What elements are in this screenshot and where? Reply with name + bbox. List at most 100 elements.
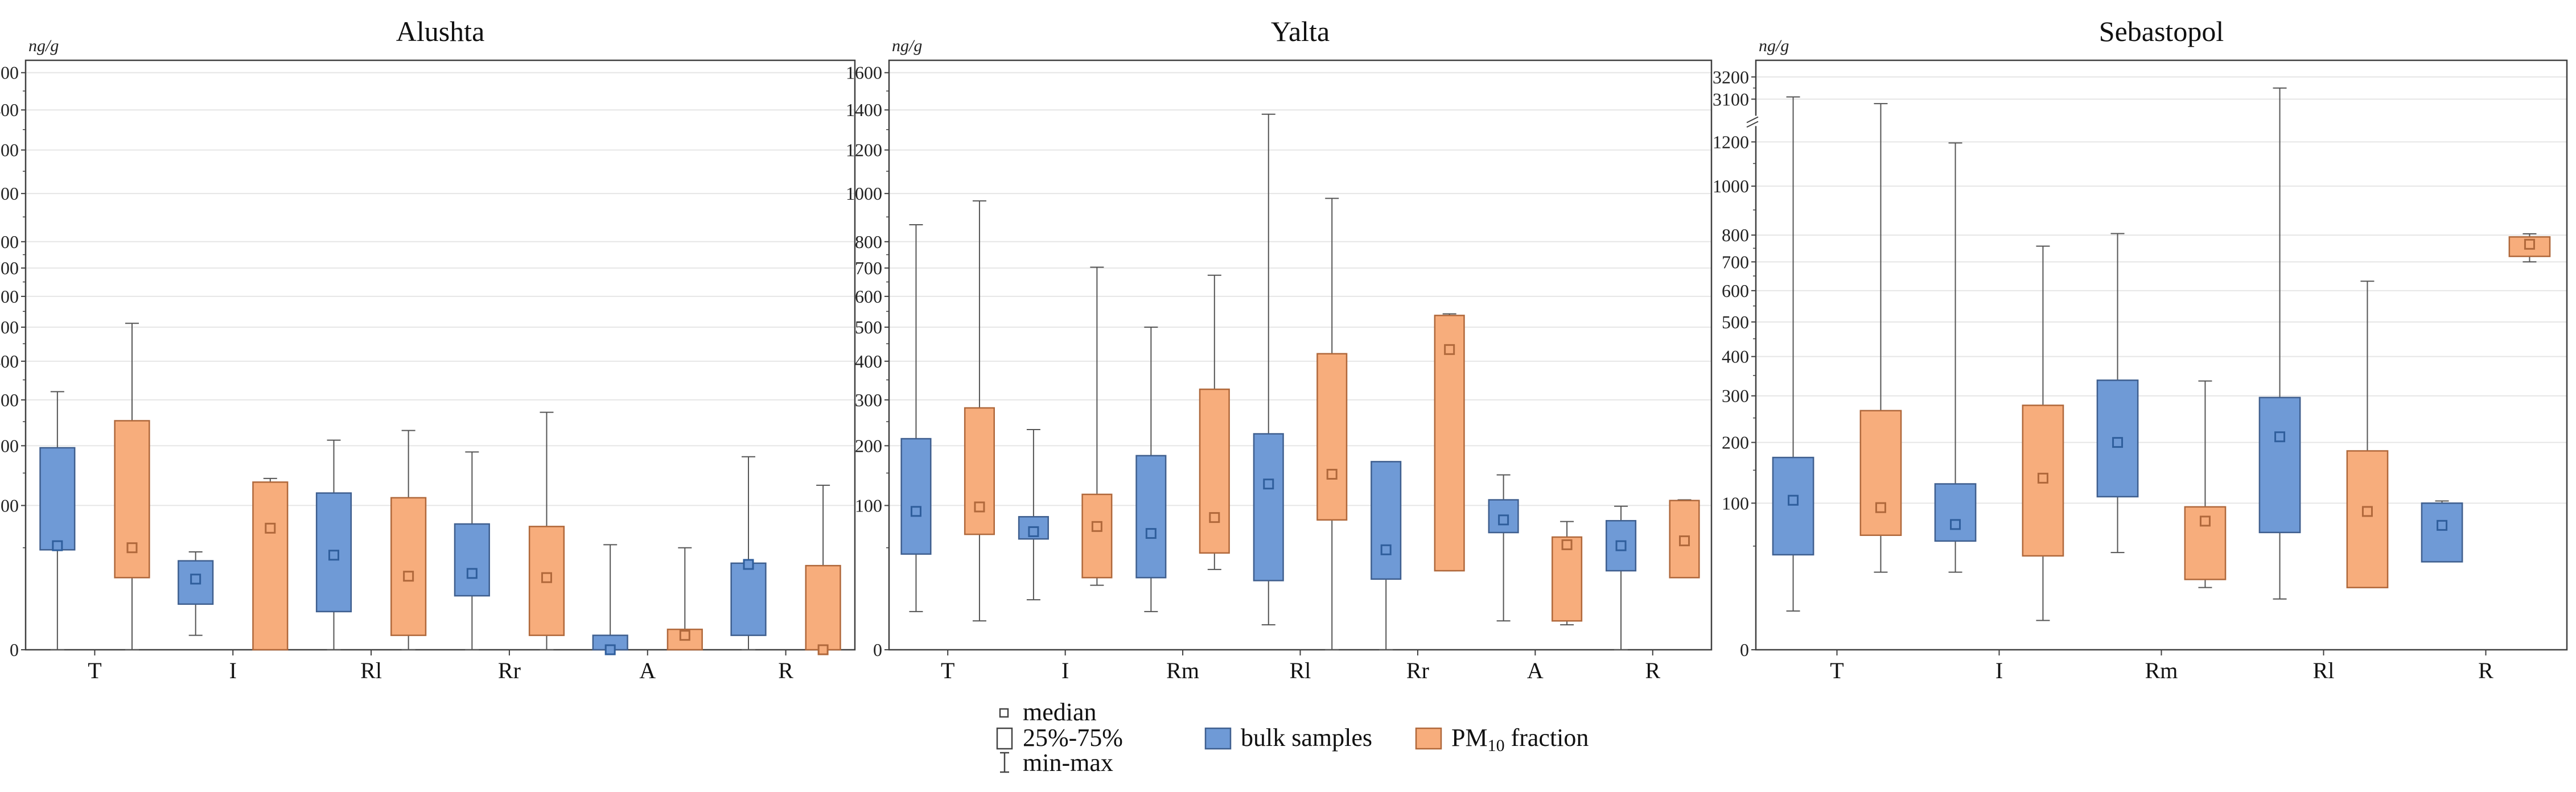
median-marker [2524,238,2535,250]
pm10-box-I [252,477,289,651]
median-marker [52,540,63,551]
chart-title: Alushta [396,15,485,47]
iqr-box [2184,506,2227,580]
y-tick-label: 400 [855,351,882,372]
iqr-box [900,438,932,555]
chart-panel-1: 0 100 200 300 400 500 600 700 800 1000 1200 1400 160… [846,15,1713,683]
x-tick-label: T [1830,658,1843,683]
median-marker [604,644,616,655]
median-marker [1028,526,1039,537]
y-tick-label: 800 [1722,225,1749,245]
median-marker [265,522,276,534]
axis-break-mark [1746,116,1759,128]
y-tick-label: 600 [1722,280,1749,301]
y-tick-label: 3200 [1713,67,1749,87]
chart-title: Yalta [1271,15,1330,47]
median-marker [328,550,340,561]
pm10-box-A [666,547,703,651]
pm10-box-Rr [1434,313,1465,572]
y-tick-label: 1400 [846,100,882,120]
bulk-box-T [39,391,76,650]
median-marker [1326,469,1338,480]
pm10-box-T [1859,103,1902,573]
y-tick-label: 1200 [1713,131,1749,152]
x-tick-label: A [639,658,656,683]
y-tick-label: 500 [855,317,882,337]
pm10-box-Rr [528,411,565,650]
bulk-box-Rr [1371,461,1402,650]
y-tick-label: 0 [1740,640,1749,660]
y-tick-label: 100 [0,495,19,515]
x-tick-label: Rl [1290,658,1311,683]
pm10-box-R [2508,233,2551,263]
median-marker [1091,521,1102,532]
iqr-box [1253,433,1284,581]
y-tick-label: 1600 [0,63,19,83]
iqr-box [252,481,289,651]
median-marker [466,568,478,579]
y-tick-label: 1200 [0,140,19,160]
bulk-box-Rl [315,439,352,650]
iqr-box [1859,410,1902,537]
median-marker [2037,472,2048,484]
bulk-box-I [1934,142,1977,573]
x-tick-label: Rl [2313,658,2335,683]
pm10-box-Rl [390,430,427,650]
iqr-box [1434,315,1465,572]
y-axis-label: ng/g [1759,36,1789,55]
pm10-box-I [2022,245,2064,621]
y-tick-label: 300 [1722,386,1749,406]
x-tick-label: R [2478,658,2493,683]
iqr-box [730,562,767,636]
y-tick-label: 500 [0,317,19,337]
chart-panel-2: 0 100 200 300 400 500 600 700 800 1000 1200 3100320… [1713,15,2568,683]
bulk-box-T [900,224,932,612]
y-tick-label: 200 [1722,432,1749,453]
y-tick-label: 500 [1722,312,1749,332]
iqr-box [2421,502,2463,563]
y-axis-label: ng/g [28,36,59,55]
pm10-box-Rm [2184,380,2227,588]
iqr-box [1371,461,1402,580]
y-tick-label: 1400 [0,100,19,120]
median-marker [910,506,921,517]
bulk-box-Rl [2258,87,2301,600]
y-tick-label: 100 [855,495,882,515]
bulk-box-Rl [1253,113,1284,626]
y-tick-label: 700 [0,258,19,278]
pm10-box-T [114,323,150,650]
median-marker [2437,519,2448,531]
median-marker [974,501,985,513]
bulk-box-R [730,456,767,650]
x-tick-label: Rm [2145,658,2178,683]
chart-panel-0: 0 100 200 300 400 500 600 700 800 1000 1200 1400 160… [0,15,856,683]
median-marker [1561,539,1573,550]
bulk-box-I [1018,428,1049,601]
y-tick-label: 200 [0,435,19,456]
y-tick-label: 0 [873,640,882,660]
iqr-box [1772,456,1814,556]
median-marker [2112,437,2124,448]
pm10-box-R [1669,499,1700,579]
bulk-box-Rm [2096,233,2139,554]
iqr-box [805,564,841,651]
x-tick-label: T [941,658,954,683]
iqr-box [1199,388,1230,554]
pm10-box-A [1552,521,1583,626]
iqr-box [1135,455,1167,579]
median-marker [743,559,754,570]
pm10-box-Rl [1316,197,1348,650]
median-marker [1498,514,1509,526]
iqr-box [1552,536,1583,622]
y-tick-label: 200 [855,435,882,456]
y-tick-label: 400 [1722,346,1749,367]
median-marker [1263,478,1274,490]
median-marker [190,574,201,585]
iqr-box [114,420,150,579]
pm10-box-Rl [2346,280,2389,588]
pm10-box-I [1081,266,1113,586]
median-marker [1444,344,1455,355]
median-marker [1950,519,1961,530]
median-marker [2274,431,2286,443]
